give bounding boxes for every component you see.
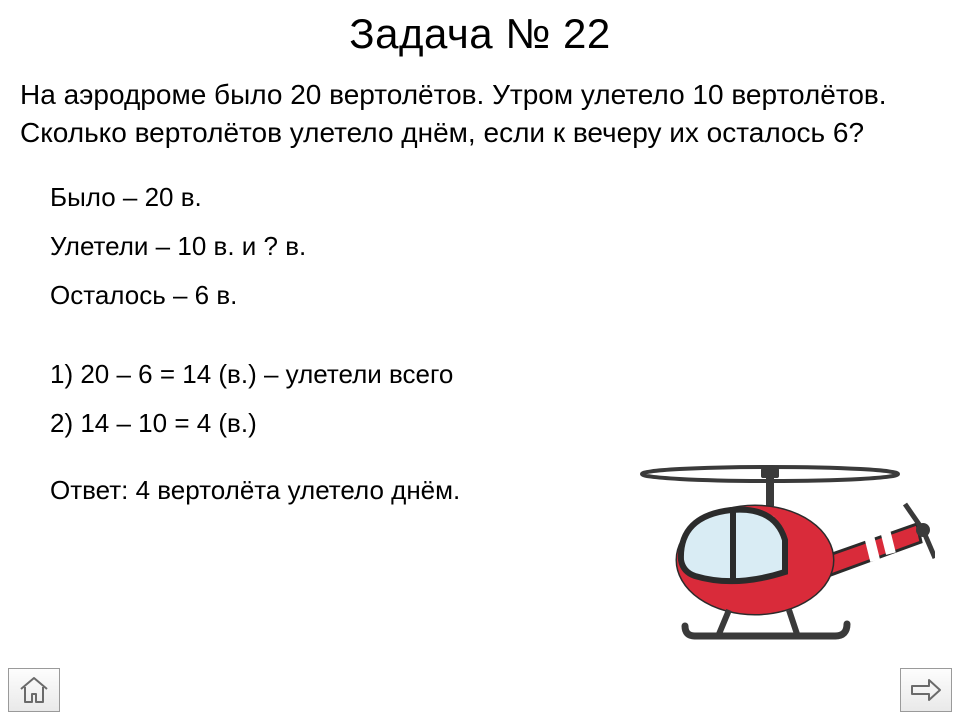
data-line-1: Было – 20 в. (50, 182, 960, 213)
arrow-right-icon (909, 677, 943, 703)
solution-step-2: 2) 14 – 10 = 4 (в.) (50, 408, 960, 439)
next-button[interactable] (900, 668, 952, 712)
solution-block: 1) 20 – 6 = 14 (в.) – улетели всего 2) 1… (0, 329, 960, 439)
home-button[interactable] (8, 668, 60, 712)
page-title: Задача № 22 (0, 0, 960, 58)
home-icon (17, 675, 51, 705)
given-data: Было – 20 в. Улетели – 10 в. и ? в. Оста… (0, 152, 960, 311)
data-line-2: Улетели – 10 в. и ? в. (50, 231, 960, 262)
solution-step-1: 1) 20 – 6 = 14 (в.) – улетели всего (50, 359, 960, 390)
helicopter-illustration (635, 450, 935, 650)
problem-text: На аэродроме было 20 вертолётов. Утром у… (0, 58, 960, 152)
data-line-3: Осталось – 6 в. (50, 280, 960, 311)
